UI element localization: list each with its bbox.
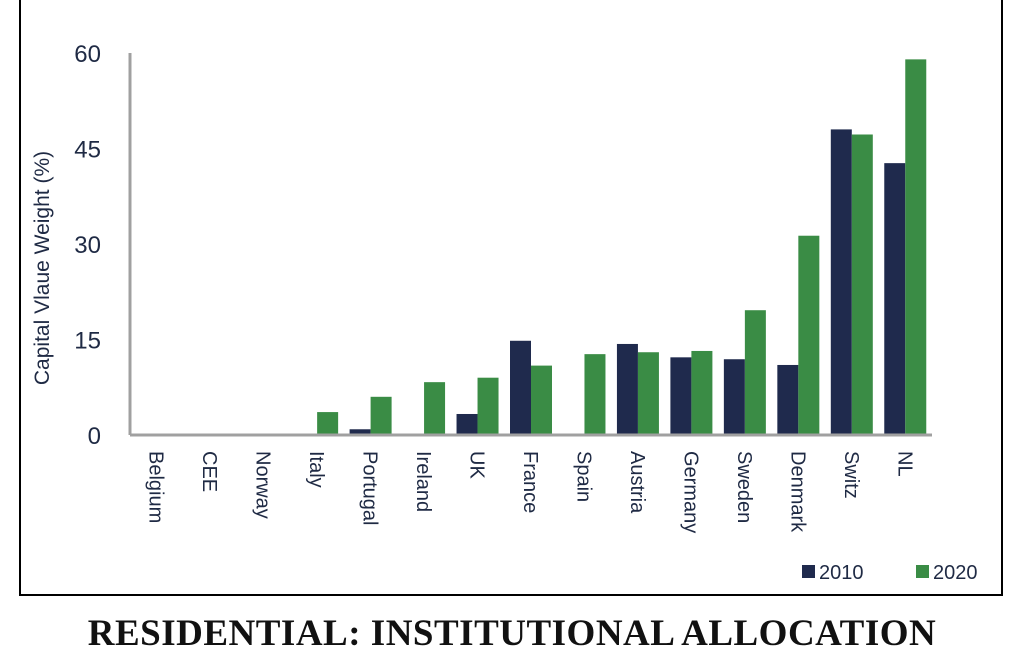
y-tick-label: 30 <box>74 232 101 259</box>
x-tick-label: France <box>519 451 541 513</box>
bar-2020-france <box>531 365 552 435</box>
legend-swatch-2020 <box>916 565 929 578</box>
x-tick-label: Switz <box>840 451 862 499</box>
x-tick-label: Denmark <box>786 451 808 533</box>
bar-2010-switz <box>830 129 852 435</box>
bar-2020-uk <box>477 377 499 435</box>
x-tick-label: Austria <box>626 451 648 514</box>
x-tick-label: Italy <box>305 451 327 488</box>
y-tick-label: 0 <box>88 423 101 450</box>
bar-2010-portugal <box>349 429 371 435</box>
legend-label-2010: 2010 <box>819 562 864 584</box>
bar-2010-denmark <box>777 364 799 435</box>
chart-frame: 0 15 30 45 60 Belgium CEE Norway Italy Portugal I… <box>19 0 1003 596</box>
y-axis-title: Capital Vlaue Weight (%) <box>31 151 54 385</box>
legend-swatch-2010 <box>802 565 815 578</box>
bar-2020-austria <box>637 352 659 435</box>
x-tick-label: Ireland <box>412 451 434 512</box>
y-axis-ticks: 0 15 30 45 60 <box>74 41 101 450</box>
bar-chart: 0 15 30 45 60 Belgium CEE Norway Italy Portugal I… <box>31 41 978 584</box>
bar-2010-sweden <box>723 359 745 435</box>
bar-2010-uk <box>456 413 478 435</box>
x-tick-label: UK <box>466 451 488 479</box>
bar-2010-france <box>510 340 531 435</box>
x-tick-label: Portugal <box>359 451 381 526</box>
x-axis-labels: Belgium CEE Norway Italy Portugal Ireland UK Fr… <box>145 451 916 533</box>
bar-2010-austria <box>616 343 638 435</box>
x-tick-label: NL <box>893 451 915 477</box>
bar-2020-germany <box>691 350 713 435</box>
y-tick-label: 45 <box>74 137 101 164</box>
x-tick-label: Norway <box>252 451 274 519</box>
x-tick-label: Belgium <box>145 451 167 523</box>
bar-2010-germany <box>670 357 692 435</box>
bars <box>317 59 927 436</box>
bar-2020-ireland <box>424 382 446 435</box>
x-tick-label: Sweden <box>733 451 755 523</box>
bar-2020-sweden <box>744 310 766 435</box>
bar-2020-spain <box>584 354 606 435</box>
bar-2020-italy <box>317 412 339 435</box>
bar-2020-denmark <box>798 235 820 435</box>
y-tick-label: 15 <box>74 328 101 355</box>
bar-2020-nl <box>905 59 927 435</box>
x-tick-label: CEE <box>198 451 220 492</box>
x-tick-label: Spain <box>572 451 594 502</box>
bar-2020-portugal <box>370 396 392 435</box>
legend: 2010 2020 <box>802 562 978 584</box>
legend-label-2020: 2020 <box>933 562 978 584</box>
bar-2010-nl <box>884 163 906 436</box>
x-tick-label: Germany <box>679 451 701 533</box>
bar-2020-switz <box>851 134 873 435</box>
y-tick-label: 60 <box>74 41 101 68</box>
caption-title: RESIDENTIAL: INSTITUTIONAL ALLOCATION <box>87 613 937 654</box>
